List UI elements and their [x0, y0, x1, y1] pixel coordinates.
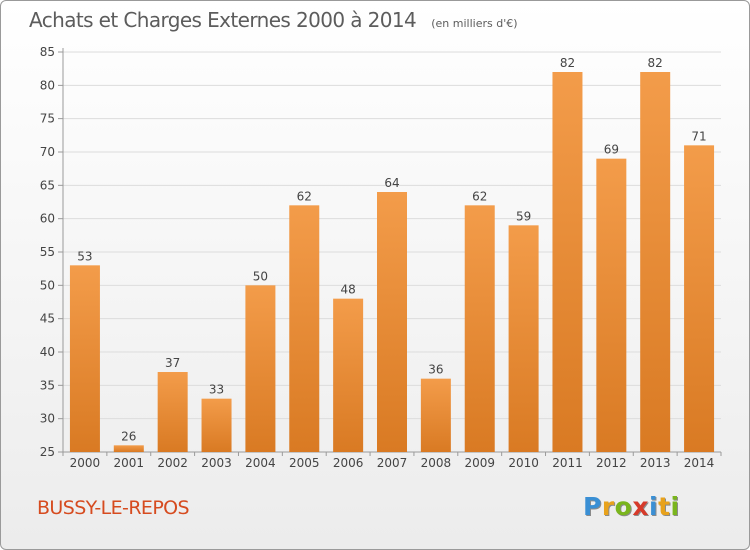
bar-2002: [157, 372, 188, 452]
brand-letter: i: [670, 492, 680, 521]
data-label-2006: 48: [340, 283, 355, 297]
brand-letter: t: [658, 492, 671, 521]
x-tick-label-2003: 2003: [201, 456, 232, 470]
bar-2009: [464, 205, 495, 452]
x-tick-label-2013: 2013: [640, 456, 671, 470]
data-label-2013: 82: [648, 56, 663, 70]
data-label-2014: 71: [691, 129, 706, 143]
brand-letter: x: [632, 492, 649, 521]
data-label-2005: 62: [297, 189, 312, 203]
brand-letter: o: [614, 492, 633, 521]
bar-2011: [552, 72, 583, 452]
bar-2014: [684, 145, 715, 453]
location-name: BUSSY-LE-REPOS: [37, 497, 190, 519]
bar-2001: [113, 445, 144, 452]
x-tick-label-2004: 2004: [245, 456, 276, 470]
data-label-2007: 64: [384, 176, 399, 190]
y-tick-labels: 25 30 35 40 45 50 55 60 65 70 75 80 85: [40, 45, 63, 459]
data-label-2012: 69: [604, 143, 619, 157]
bar-2004: [245, 285, 276, 452]
data-label-2011: 82: [560, 56, 575, 70]
y-tick-label: 70: [40, 145, 55, 159]
data-label-2004: 50: [253, 269, 268, 283]
x-tick-label-2007: 2007: [377, 456, 408, 470]
bar-2012: [596, 158, 627, 452]
x-tick-label-2005: 2005: [289, 456, 320, 470]
y-tick-label: 65: [40, 178, 55, 192]
y-tick-label: 30: [40, 412, 55, 426]
data-label-2000: 53: [77, 249, 92, 263]
bar-2006: [333, 298, 364, 452]
data-labels: 53 26 37 33 50 62 48 64 36 62 59 82 69 82 71: [77, 56, 706, 443]
y-tick-label: 25: [40, 445, 55, 459]
data-label-2002: 37: [165, 356, 180, 370]
bar-2008: [420, 378, 451, 452]
x-tick-label-2001: 2001: [114, 456, 145, 470]
title-row: Achats et Charges Externes 2000 à 2014 (…: [29, 8, 518, 32]
x-tick-label-2012: 2012: [596, 456, 627, 470]
y-tick-label: 85: [40, 45, 55, 59]
y-tick-label: 60: [40, 212, 55, 226]
bar-2005: [289, 205, 320, 452]
y-tick-label: 50: [40, 278, 55, 292]
brand-letter: r: [601, 492, 615, 521]
brand-letter: P: [583, 492, 602, 521]
x-tick-labels: 2000 2001 2002 2003 2004 2005 2006 2007 2008 2009…: [62, 452, 722, 470]
x-tick-label-2000: 2000: [70, 456, 101, 470]
y-tick-label: 75: [40, 112, 55, 126]
bar-2007: [377, 192, 407, 452]
y-tick-label: 40: [40, 345, 55, 359]
bars: [69, 72, 715, 453]
brand-logo[interactable]: Proxiti: [583, 492, 680, 521]
bar-2013: [640, 72, 671, 452]
y-tick-label: 35: [40, 378, 55, 392]
bar-2003: [201, 398, 232, 452]
chart-unit-label: (en milliers d'€): [431, 17, 518, 30]
x-tick-label-2014: 2014: [684, 456, 715, 470]
x-tick-label-2009: 2009: [464, 456, 495, 470]
data-label-2010: 59: [516, 209, 531, 223]
x-tick-label-2006: 2006: [333, 456, 364, 470]
data-label-2001: 26: [121, 429, 136, 443]
x-tick-label-2002: 2002: [157, 456, 188, 470]
x-tick-label-2010: 2010: [508, 456, 539, 470]
y-tick-label: 55: [40, 245, 55, 259]
data-label-2009: 62: [472, 189, 487, 203]
chart-title: Achats et Charges Externes 2000 à 2014: [29, 8, 417, 32]
bar-2010: [508, 225, 539, 452]
x-tick-label-2011: 2011: [552, 456, 583, 470]
brand-letter: i: [649, 492, 659, 521]
y-tick-label: 80: [40, 78, 55, 92]
data-label-2008: 36: [428, 363, 443, 377]
data-label-2003: 33: [209, 383, 224, 397]
x-tick-label-2008: 2008: [421, 456, 452, 470]
bar-2000: [69, 265, 100, 452]
y-tick-label: 45: [40, 312, 55, 326]
